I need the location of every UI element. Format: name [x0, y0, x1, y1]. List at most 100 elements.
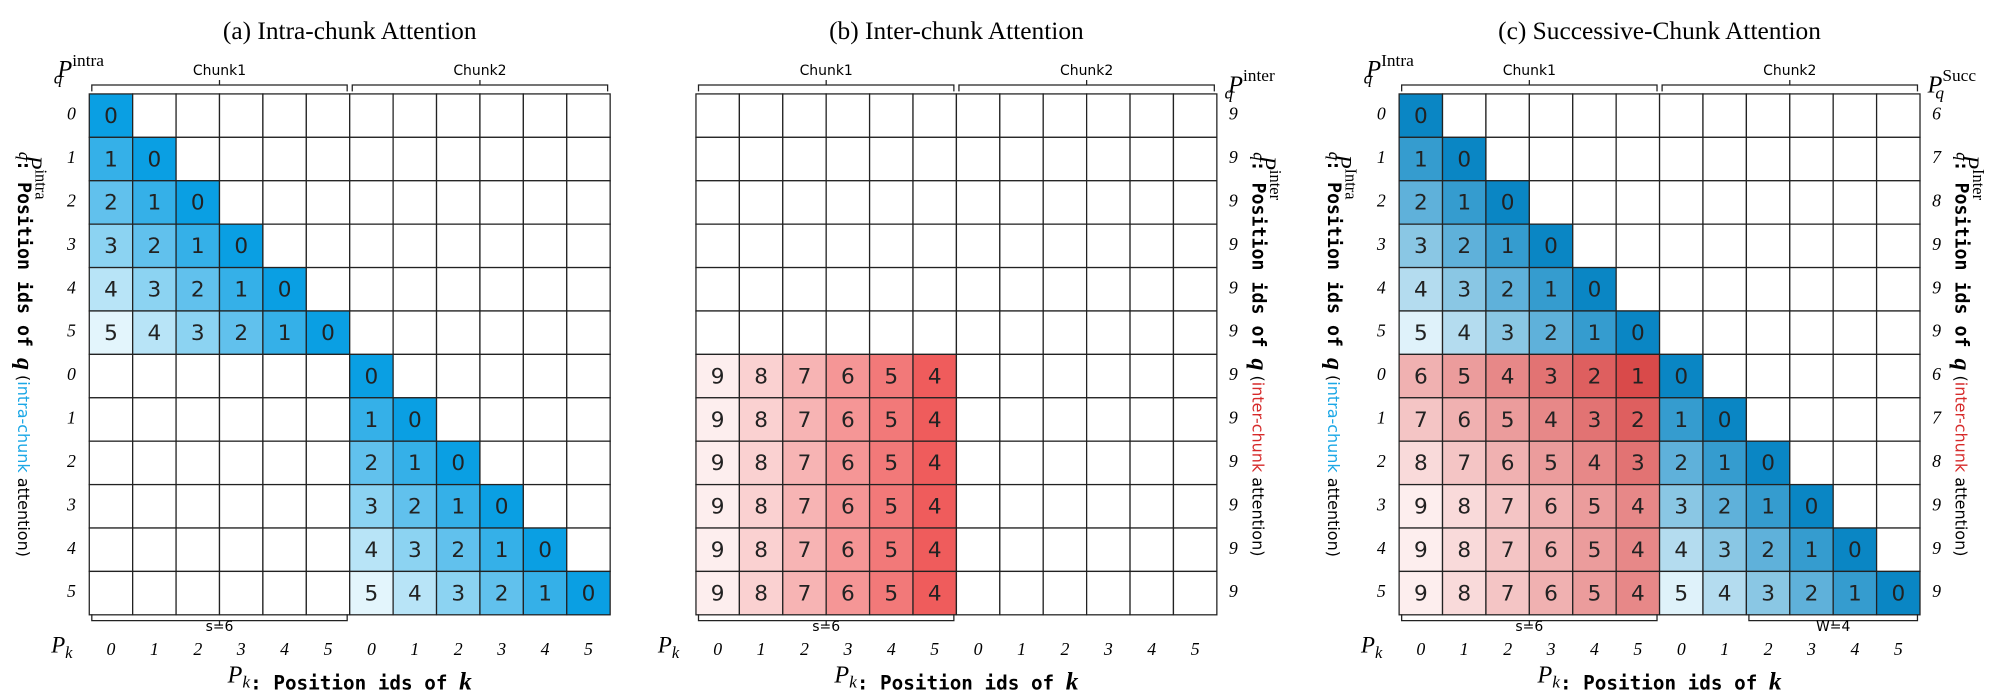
cell-value: 4	[928, 451, 942, 476]
row-label: 9	[1229, 321, 1238, 341]
cell	[1875, 136, 1921, 182]
cell	[1528, 266, 1574, 312]
cell	[305, 266, 351, 312]
cell	[1042, 136, 1088, 182]
cell	[782, 570, 827, 616]
col-label: 3	[1546, 639, 1556, 659]
k-axis-title: Pk: Position ids of k	[1537, 662, 1782, 693]
cell	[1172, 570, 1218, 616]
cell	[1129, 527, 1175, 573]
cell	[868, 266, 914, 312]
cell	[132, 483, 177, 529]
col-label: 2	[454, 639, 463, 659]
row-label: 0	[67, 104, 76, 124]
cell	[1832, 353, 1878, 399]
cell	[1042, 223, 1088, 269]
axis-text: : Position ids of	[1950, 161, 1971, 359]
cell-value: 1	[1414, 147, 1428, 172]
cell	[1615, 223, 1661, 269]
row-label: 1	[67, 147, 76, 167]
cell	[435, 180, 481, 225]
col-label: 5	[1633, 639, 1642, 659]
axis-highlight: inter-chunk	[1249, 382, 1268, 473]
cell	[175, 310, 221, 356]
cell	[782, 93, 827, 138]
cell	[1042, 310, 1088, 356]
row-label: 3	[66, 234, 76, 254]
cell	[825, 310, 871, 356]
col-label: 4	[1850, 639, 1859, 659]
bracket	[1401, 614, 1658, 626]
col-label: 4	[1147, 639, 1156, 659]
q-axis-title: PIntraq: Position ids of q (intra-chunk …	[1321, 152, 1360, 557]
cell-value: 1	[365, 408, 379, 433]
cell-value: 3	[1588, 408, 1602, 433]
row-label: 9	[1229, 364, 1238, 384]
col-label: 1	[1017, 639, 1026, 659]
cell	[522, 180, 568, 225]
axis-var: q	[1949, 358, 1975, 370]
symbol-base: P	[1255, 155, 1280, 170]
cell-value: 4	[1631, 581, 1645, 606]
cell-value: 8	[754, 495, 768, 520]
cell-value: 4	[148, 321, 162, 346]
cell	[349, 353, 394, 399]
symbol-sub: q	[54, 68, 63, 87]
cell	[999, 266, 1044, 312]
cell	[1441, 527, 1487, 573]
cell-value: 2	[1761, 538, 1775, 563]
cell	[1745, 483, 1791, 529]
cell	[868, 136, 914, 182]
symbol-sub: k	[1375, 643, 1383, 662]
cell	[349, 266, 394, 312]
cell	[218, 440, 264, 486]
symbol-base: P	[227, 662, 243, 688]
cell-value: 4	[1631, 538, 1645, 563]
k-axis-title: Pk: Position ids of k	[227, 662, 472, 693]
row-label: 1	[67, 408, 76, 428]
cell	[695, 570, 741, 616]
axis-rest: attention)	[1324, 473, 1343, 557]
row-label: 2	[1377, 191, 1386, 211]
cell	[1745, 136, 1791, 182]
cell-value: 9	[711, 538, 725, 563]
cell	[1832, 310, 1878, 356]
axis-paren: (	[1952, 370, 1971, 381]
cell-value: 3	[1674, 495, 1688, 520]
cell-value: 6	[1544, 495, 1558, 520]
cell	[1789, 266, 1834, 312]
axis-text: : Position ids of	[857, 671, 1066, 693]
symbol-sub: q	[1364, 68, 1373, 87]
cell	[435, 310, 481, 356]
cell-value: 2	[1718, 495, 1732, 520]
cell	[1572, 397, 1617, 442]
cell	[825, 266, 871, 312]
cell-value: 1	[495, 538, 509, 563]
cell-value: 1	[408, 451, 422, 476]
cell	[1042, 570, 1088, 616]
col-label: 3	[496, 639, 506, 659]
col-label: 4	[887, 639, 896, 659]
cell-value: 8	[754, 581, 768, 606]
axis-var: q	[1321, 358, 1347, 370]
cell-value: 4	[1414, 278, 1428, 303]
cell	[1042, 353, 1088, 399]
cell	[479, 440, 524, 486]
cell	[1745, 310, 1791, 356]
axis-text: : Position ids of	[1247, 161, 1268, 359]
cell	[1441, 93, 1487, 138]
cell	[695, 180, 741, 225]
q-label: Pinter q	[1224, 66, 1275, 102]
symbol-sub: k	[849, 673, 857, 692]
cell	[1875, 266, 1921, 312]
cell-value: 3	[365, 495, 379, 520]
cell	[1172, 397, 1218, 442]
cell	[912, 527, 958, 573]
cell-value: 2	[1631, 408, 1645, 433]
cell	[1042, 266, 1088, 312]
cell	[522, 527, 568, 573]
col-label: 5	[1191, 639, 1200, 659]
cell	[1832, 93, 1878, 138]
cell	[1832, 570, 1878, 616]
